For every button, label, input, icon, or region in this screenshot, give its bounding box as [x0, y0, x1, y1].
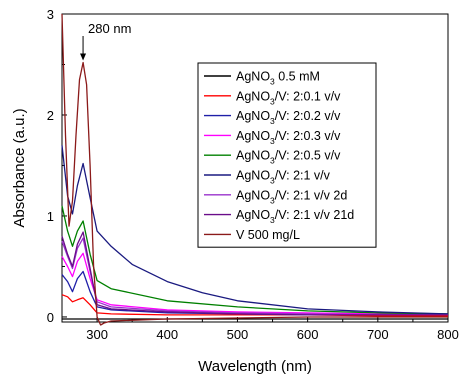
series-line-5 [61, 205, 449, 315]
legend: AgNO3 0.5 mM AgNO3/V: 2:0.1 v/v AgNO3/V: 2… [197, 62, 377, 248]
annotation-label: 280 nm [88, 21, 131, 36]
y-axis-label: Absorbance (a.u.) [11, 108, 28, 227]
series-line-9 [61, 13, 448, 326]
plot-frame [61, 13, 449, 323]
y-tick-label: 0 [47, 310, 54, 325]
y-tick-label: 1 [47, 209, 54, 224]
legend-entry: AgNO3/V: 2:0.3 v/v [236, 129, 341, 146]
x-tick-label: 600 [297, 327, 319, 342]
x-tick-label: 800 [437, 327, 459, 342]
y-tick-label: 2 [47, 108, 54, 123]
legend-entry: AgNO3/V: 2:1 v/v 2d [236, 188, 347, 205]
x-tick-label: 700 [367, 327, 389, 342]
annotation: 280 nm [80, 21, 131, 61]
series-line-8 [61, 231, 448, 316]
x-tick-label: 300 [86, 327, 108, 342]
legend-entry: AgNO3/V: 2:0.1 v/v [236, 89, 341, 106]
x-axis-label: Wavelength (nm) [198, 358, 312, 375]
x-tick-label: 400 [156, 327, 178, 342]
series-line-6 [61, 145, 449, 315]
x-tick-label: 500 [227, 327, 249, 342]
legend-entry: AgNO3/V: 2:0.5 v/v [236, 149, 341, 166]
legend-entry: AgNO3/V: 2:0.2 v/v [236, 109, 341, 126]
legend-entry: AgNO3 0.5 mM [236, 70, 320, 87]
legend-entry: AgNO3/V: 2:1 v/v [236, 169, 331, 186]
y-tick-label: 3 [47, 7, 54, 22]
legend-entry: V 500 mg/L [236, 228, 300, 242]
series-lines [61, 13, 449, 326]
series-line-4 [61, 252, 449, 316]
annotation-arrowhead [80, 53, 87, 61]
legend-entry: AgNO3/V: 2:1 v/v 21d [236, 208, 354, 225]
